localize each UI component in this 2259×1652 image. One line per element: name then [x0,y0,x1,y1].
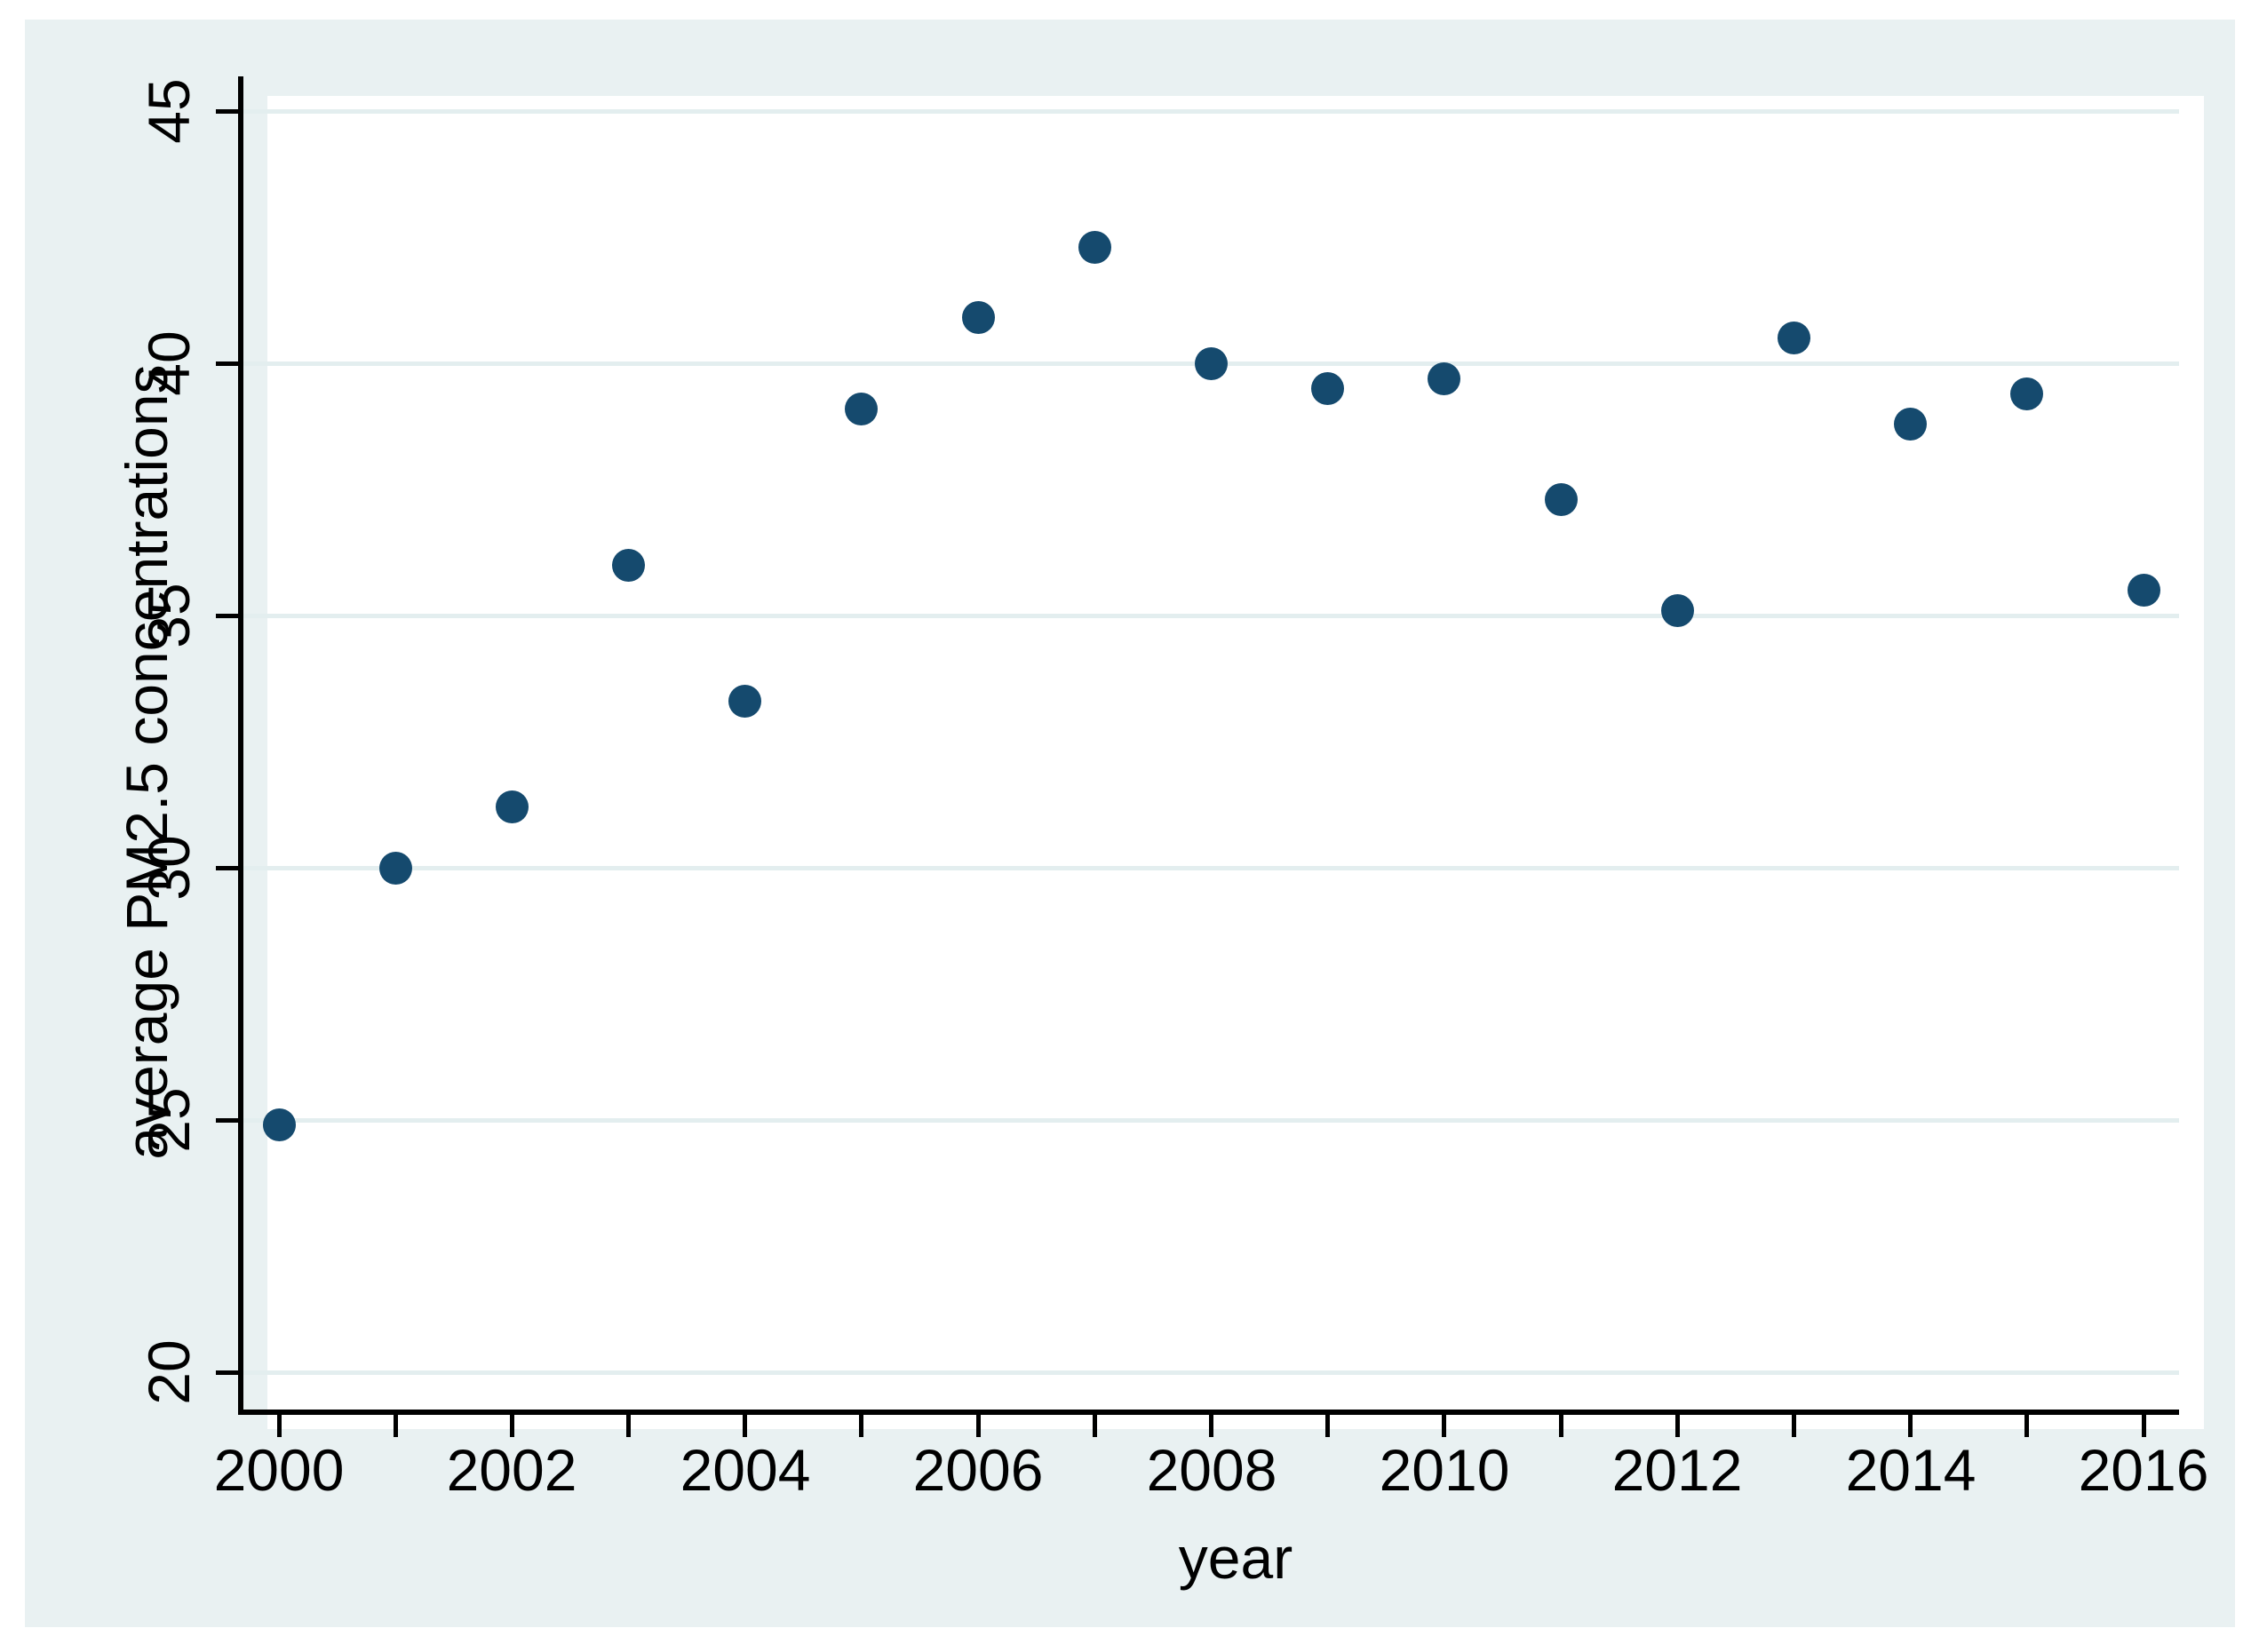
x-tick-2002 [510,1412,514,1437]
y-gridline-35 [243,614,2179,618]
x-tick-2013 [1792,1412,1796,1437]
data-point-2016 [2128,574,2160,607]
x-tick-2004 [743,1412,747,1437]
data-point-2000 [263,1108,296,1141]
figure-background: 20 25 30 35 40 45 2000 2002 2004 2006 2008 2010 2012… [25,20,2235,1627]
data-point-2009 [1311,372,1344,405]
data-point-2004 [728,685,761,718]
x-tick-2012 [1675,1412,1680,1437]
y-tick-40 [216,361,243,366]
y-tick-25 [216,1118,243,1123]
data-point-2002 [496,790,529,823]
x-tick-2009 [1325,1412,1330,1437]
data-point-2010 [1428,362,1460,395]
data-point-2013 [1778,322,1810,354]
data-point-2012 [1661,594,1694,627]
x-tick-label-2006: 2006 [912,1437,1044,1503]
y-axis-title: average PM2.5 concentrations [114,364,179,1160]
data-point-2007 [1078,231,1111,264]
x-tick-2014 [1908,1412,1913,1437]
x-tick-label-2014: 2014 [1845,1437,1977,1503]
data-point-2014 [1894,408,1927,441]
data-point-2015 [2010,377,2043,410]
y-axis-line [238,76,243,1415]
x-tick-2000 [277,1412,282,1437]
x-tick-label-2008: 2008 [1146,1437,1277,1503]
x-tick-label-2000: 2000 [213,1437,345,1503]
data-point-2003 [612,549,645,582]
y-gridline-30 [243,866,2179,870]
plot-area [267,96,2204,1429]
x-tick-2003 [626,1412,631,1437]
x-tick-2016 [2142,1412,2146,1437]
x-tick-2007 [1093,1412,1097,1437]
x-tick-2010 [1442,1412,1446,1437]
x-tick-2006 [976,1412,981,1437]
x-tick-2005 [859,1412,863,1437]
x-tick-label-2002: 2002 [446,1437,577,1503]
x-tick-2008 [1209,1412,1213,1437]
y-tick-45 [216,109,243,114]
data-point-2001 [379,852,412,885]
data-point-2005 [845,393,878,425]
x-tick-label-2016: 2016 [2078,1437,2209,1503]
data-point-2006 [962,301,995,334]
x-tick-label-2010: 2010 [1379,1437,1510,1503]
y-tick-30 [216,866,243,870]
y-tick-35 [216,614,243,618]
y-tick-20 [216,1370,243,1375]
data-point-2008 [1195,347,1228,380]
x-tick-2011 [1559,1412,1563,1437]
x-tick-2001 [394,1412,398,1437]
y-gridline-45 [243,109,2179,114]
y-tick-label-45: 45 [136,78,202,144]
x-tick-2015 [2024,1412,2029,1437]
data-point-2011 [1545,483,1578,516]
x-axis-line [238,1410,2179,1415]
y-gridline-20 [243,1370,2179,1375]
x-tick-label-2012: 2012 [1611,1437,1743,1503]
x-tick-label-2004: 2004 [680,1437,811,1503]
y-gridline-25 [243,1118,2179,1123]
x-axis-title: year [1178,1525,1293,1591]
